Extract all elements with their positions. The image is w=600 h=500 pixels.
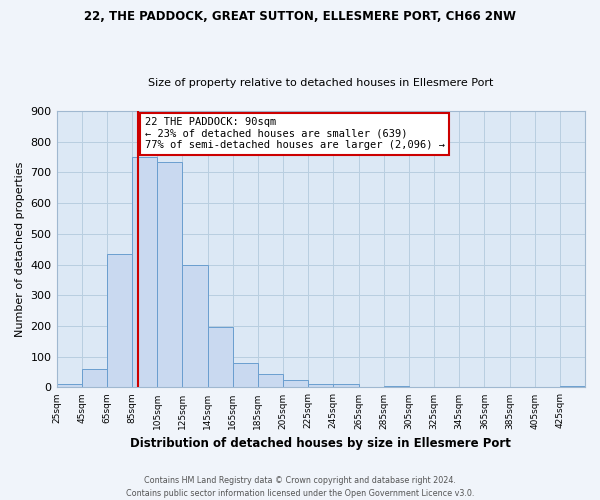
Text: Contains HM Land Registry data © Crown copyright and database right 2024.
Contai: Contains HM Land Registry data © Crown c…: [126, 476, 474, 498]
Y-axis label: Number of detached properties: Number of detached properties: [15, 162, 25, 337]
Bar: [283, 380, 308, 388]
Bar: [157, 162, 182, 388]
Bar: [82, 369, 107, 388]
Bar: [107, 254, 132, 388]
Bar: [334, 384, 359, 388]
Text: 22, THE PADDOCK, GREAT SUTTON, ELLESMERE PORT, CH66 2NW: 22, THE PADDOCK, GREAT SUTTON, ELLESMERE…: [84, 10, 516, 23]
Bar: [383, 386, 409, 388]
Bar: [258, 374, 283, 388]
Bar: [56, 384, 82, 388]
Text: 22 THE PADDOCK: 90sqm
← 23% of detached houses are smaller (639)
77% of semi-det: 22 THE PADDOCK: 90sqm ← 23% of detached …: [145, 117, 445, 150]
Bar: [308, 384, 334, 388]
Bar: [132, 157, 157, 388]
Bar: [233, 364, 258, 388]
Title: Size of property relative to detached houses in Ellesmere Port: Size of property relative to detached ho…: [148, 78, 493, 88]
X-axis label: Distribution of detached houses by size in Ellesmere Port: Distribution of detached houses by size …: [130, 437, 511, 450]
Bar: [208, 327, 233, 388]
Bar: [182, 264, 208, 388]
Bar: [560, 386, 585, 388]
